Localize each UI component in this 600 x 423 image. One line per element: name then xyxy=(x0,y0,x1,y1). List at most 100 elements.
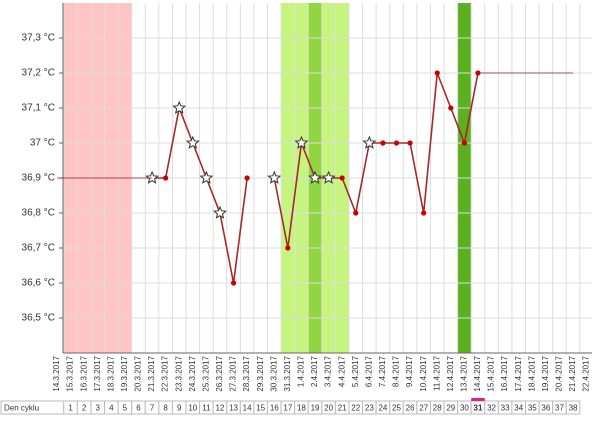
cycle-day: 11 xyxy=(202,404,211,413)
cycle-day: 19 xyxy=(311,404,320,413)
cycle-day: 18 xyxy=(297,404,306,413)
cycle-day: 17 xyxy=(283,404,292,413)
cycle-day: 8 xyxy=(163,404,168,413)
x-tick-label: 31.3.2017 xyxy=(283,355,292,391)
y-tick-label: 36,6 °C xyxy=(22,278,55,289)
x-tick-label: 30.3.2017 xyxy=(269,355,278,391)
x-tick-label: 17.3.2017 xyxy=(93,355,102,391)
x-tick-label: 11.4.2017 xyxy=(432,355,441,391)
cycle-day: 13 xyxy=(229,404,238,413)
x-tick-label: 8.4.2017 xyxy=(392,355,401,387)
cycle-day: 7 xyxy=(150,404,155,413)
x-tick-label: 12.4.2017 xyxy=(446,355,455,391)
x-tick-label: 20.4.2017 xyxy=(555,355,564,391)
cycle-day: 4 xyxy=(109,404,114,413)
x-tick-label: 9.4.2017 xyxy=(405,355,414,387)
dot-marker xyxy=(230,280,237,286)
cycle-day: 25 xyxy=(392,404,401,413)
cycle-day: 36 xyxy=(541,404,550,413)
x-tick-label: 15.3.2017 xyxy=(66,355,75,391)
dot-marker xyxy=(434,70,440,76)
x-tick-label: 28.3.2017 xyxy=(242,355,251,391)
x-tick-label: 17.4.2017 xyxy=(514,355,523,391)
cycle-day: 31 xyxy=(474,404,483,413)
star-marker xyxy=(294,135,309,149)
cycle-day: 35 xyxy=(528,404,537,413)
cycle-day: 2 xyxy=(82,404,87,413)
x-tick-label: 22.4.2017 xyxy=(582,355,591,391)
y-tick-label: 36,5 °C xyxy=(22,313,55,324)
x-tick-label: 21.4.2017 xyxy=(568,355,577,391)
cycle-day: 22 xyxy=(351,404,360,413)
x-tick-label: 14.3.2017 xyxy=(52,355,61,391)
x-tick-label: 24.3.2017 xyxy=(188,355,197,391)
cycle-day: 38 xyxy=(569,404,578,413)
cycle-day: 16 xyxy=(270,404,279,413)
y-tick-label: 37,2 °C xyxy=(22,68,55,79)
y-tick-label: 36,8 °C xyxy=(22,208,55,219)
y-tick-label: 37,1 °C xyxy=(22,103,55,114)
cycle-day: 20 xyxy=(324,404,333,413)
dot-marker xyxy=(393,140,400,146)
x-tick-label: 16.4.2017 xyxy=(500,355,509,391)
star-marker xyxy=(308,170,322,184)
star-marker xyxy=(199,170,214,184)
y-tick-label: 36,7 °C xyxy=(22,243,55,254)
cycle-day: 5 xyxy=(123,404,128,413)
x-tick-label: 18.3.2017 xyxy=(106,355,115,391)
cycle-day: 29 xyxy=(446,404,455,413)
cycle-day: 3 xyxy=(96,404,101,413)
x-tick-label: 29.3.2017 xyxy=(256,355,265,391)
y-tick-label: 37,3 °C xyxy=(22,33,55,44)
x-tick-label: 3.4.2017 xyxy=(324,355,333,387)
cycle-day: 15 xyxy=(256,404,265,413)
x-tick-label: 26.3.2017 xyxy=(215,355,224,391)
dot-marker xyxy=(421,210,427,216)
x-tick-label: 14.4.2017 xyxy=(473,355,482,391)
x-tick-label: 21.3.2017 xyxy=(147,355,156,391)
star-marker xyxy=(267,170,282,184)
cycle-day: 33 xyxy=(501,404,510,413)
cycle-day: 23 xyxy=(365,404,374,413)
star-marker xyxy=(185,135,200,149)
temperature-line xyxy=(273,72,479,249)
cycle-label: Den cyklu xyxy=(4,404,39,413)
star-marker xyxy=(213,205,227,219)
cycle-day: 26 xyxy=(406,404,415,413)
temperature-line xyxy=(152,105,248,284)
x-tick-label: 23.3.2017 xyxy=(174,355,183,391)
dot-marker xyxy=(339,175,345,181)
dot-marker xyxy=(285,245,291,251)
star-marker xyxy=(145,170,160,184)
dot-marker xyxy=(244,175,250,181)
x-tick-label: 20.3.2017 xyxy=(134,355,143,391)
x-tick-label: 16.3.2017 xyxy=(79,355,88,391)
x-tick-label: 7.4.2017 xyxy=(378,355,387,387)
x-tick-label: 5.4.2017 xyxy=(351,355,360,387)
star-marker xyxy=(321,170,336,184)
dot-marker xyxy=(407,140,413,146)
cycle-day: 34 xyxy=(514,404,523,413)
x-tick-label: 2.4.2017 xyxy=(310,355,319,387)
dot-marker xyxy=(163,175,169,181)
x-tick-label: 18.4.2017 xyxy=(527,355,536,391)
star-marker xyxy=(172,100,187,114)
dot-marker xyxy=(380,140,386,146)
cycle-day: 1 xyxy=(68,404,73,413)
dot-marker xyxy=(448,105,454,111)
cycle-day-cell xyxy=(565,400,581,415)
x-tick-label: 4.4.2017 xyxy=(337,355,346,387)
x-tick-label: 27.3.2017 xyxy=(229,355,238,391)
x-tick-label: 15.4.2017 xyxy=(487,355,496,391)
cycle-day: 9 xyxy=(177,404,182,413)
cycle-day: 27 xyxy=(419,404,428,413)
x-tick-label: 6.4.2017 xyxy=(364,355,373,387)
cycle-day: 32 xyxy=(487,404,496,413)
x-tick-label: 22.3.2017 xyxy=(161,355,170,391)
star-marker xyxy=(362,135,377,149)
x-tick-label: 25.3.2017 xyxy=(201,355,210,391)
dot-marker xyxy=(353,210,359,216)
cycle-day: 28 xyxy=(433,404,442,413)
x-tick-label: 19.3.2017 xyxy=(120,355,129,391)
cycle-day: 37 xyxy=(555,404,564,413)
